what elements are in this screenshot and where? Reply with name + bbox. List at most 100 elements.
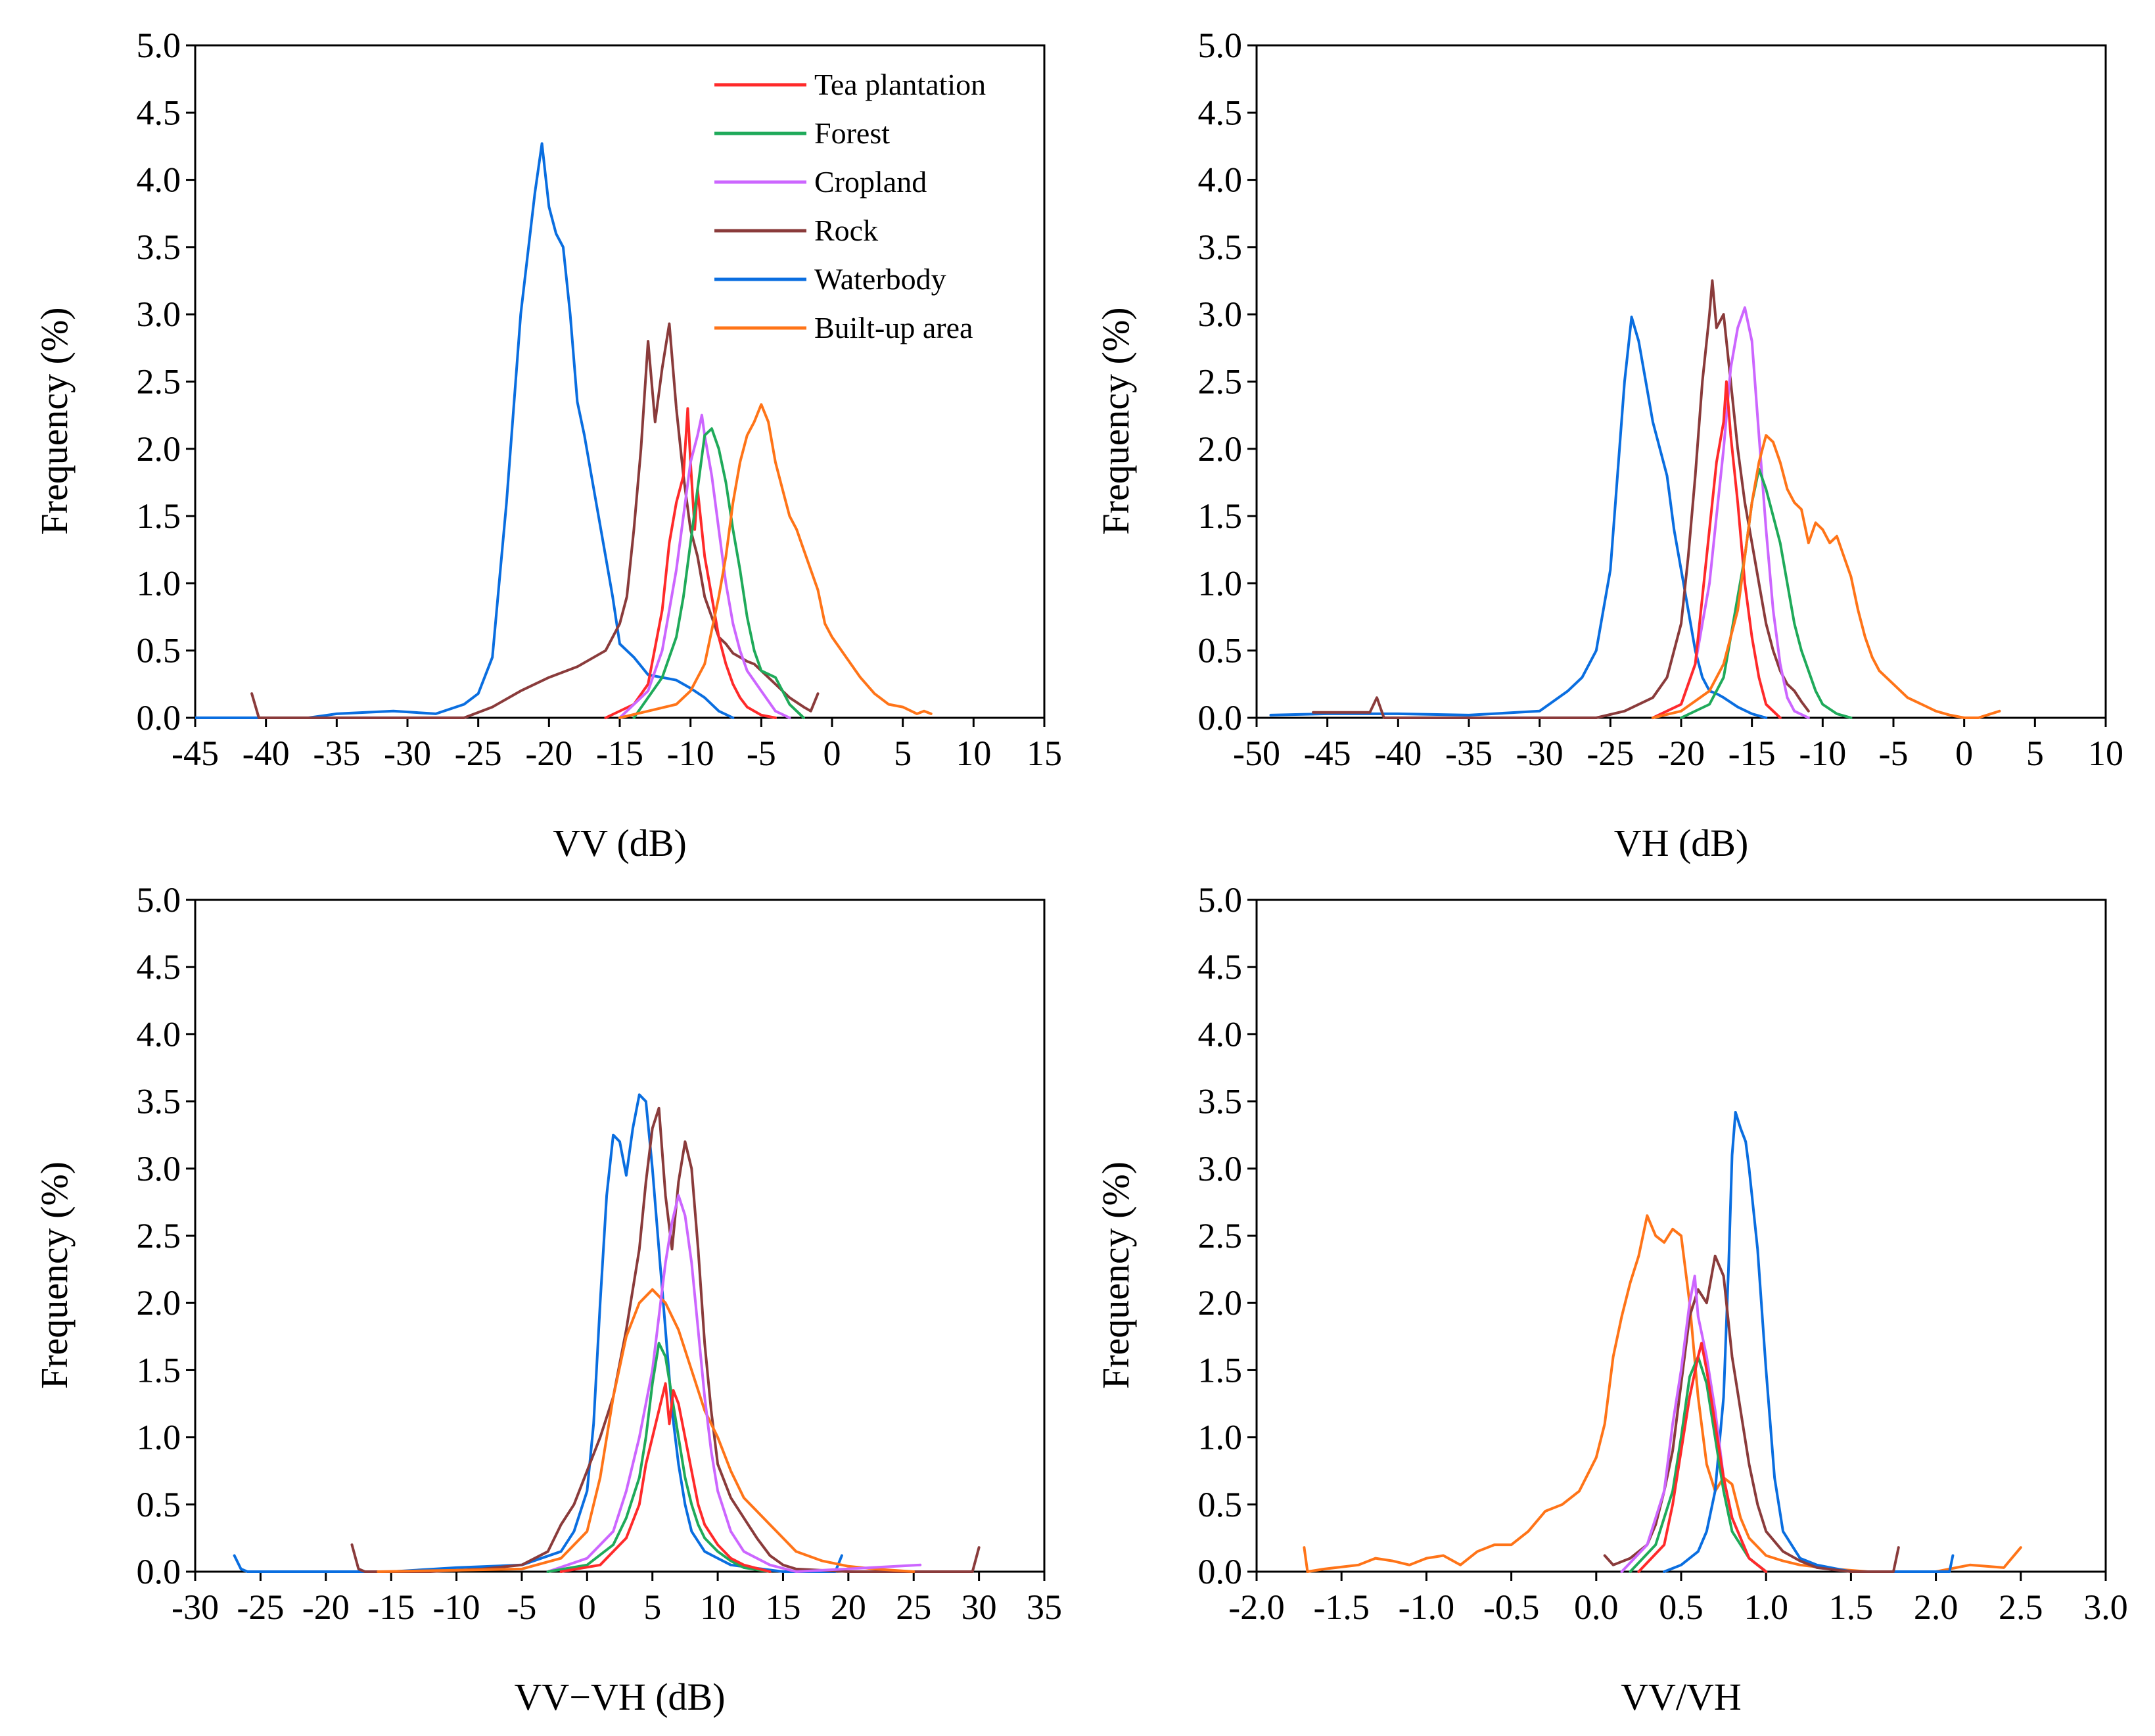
legend-label-built: Built-up area bbox=[814, 311, 973, 344]
x-tick-label: 1.0 bbox=[1744, 1587, 1788, 1627]
x-tick-label: -40 bbox=[243, 734, 290, 773]
x-tick-label: 5 bbox=[643, 1587, 661, 1627]
x-tick-label: -20 bbox=[525, 734, 572, 773]
y-tick-label: 2.0 bbox=[137, 1283, 181, 1323]
y-tick-label: 4.0 bbox=[137, 1014, 181, 1054]
y-tick-label: 5.0 bbox=[1198, 26, 1243, 65]
x-tick-label: -35 bbox=[1445, 734, 1493, 773]
series-line-water bbox=[233, 1093, 843, 1573]
x-tick-label: 5 bbox=[894, 734, 912, 773]
x-tick-label: -1.0 bbox=[1399, 1587, 1454, 1627]
series-line-built bbox=[1303, 1214, 2022, 1573]
y-tick-label: 3.5 bbox=[1198, 227, 1243, 267]
x-tick-label: 2.0 bbox=[1914, 1587, 1958, 1627]
series-line-built bbox=[1651, 434, 2001, 719]
legend-label-tea: Tea plantation bbox=[814, 68, 986, 101]
y-tick-label: 3.5 bbox=[137, 1082, 181, 1121]
x-tick-label: -45 bbox=[1304, 734, 1351, 773]
x-tick-label: 10 bbox=[956, 734, 991, 773]
y-axis-label: Frequency (%) bbox=[33, 1161, 76, 1389]
y-tick-label: 1.5 bbox=[137, 496, 181, 536]
x-tick-label: -10 bbox=[433, 1587, 480, 1627]
series-line-water bbox=[195, 142, 735, 719]
y-axis-label: Frequency (%) bbox=[1094, 1161, 1137, 1389]
y-axis-label: Frequency (%) bbox=[33, 307, 76, 534]
x-tick-label: 10 bbox=[700, 1587, 735, 1627]
series-line-built bbox=[377, 1288, 915, 1573]
y-tick-label: 0.5 bbox=[137, 631, 181, 670]
x-tick-label: -25 bbox=[455, 734, 502, 773]
y-tick-label: 2.0 bbox=[137, 429, 181, 469]
y-tick-label: 4.0 bbox=[1198, 160, 1243, 200]
y-tick-label: 2.5 bbox=[137, 362, 181, 402]
x-tick-label: 0 bbox=[823, 734, 841, 773]
y-tick-label: 0.0 bbox=[137, 698, 181, 738]
y-tick-label: 3.0 bbox=[1198, 294, 1243, 334]
x-tick-label: 0 bbox=[578, 1587, 596, 1627]
x-tick-label: 0.5 bbox=[1659, 1587, 1703, 1627]
y-tick-label: 3.5 bbox=[1198, 1082, 1243, 1121]
x-tick-label: 25 bbox=[896, 1587, 931, 1627]
x-tick-label: -30 bbox=[1516, 734, 1564, 773]
y-tick-label: 0.5 bbox=[137, 1485, 181, 1524]
y-tick-label: 2.5 bbox=[1198, 1216, 1243, 1255]
series-line-rock bbox=[1603, 1254, 1900, 1573]
chart-panel-vv-minus-vh: -30 -25 -20 -15 -10 -5 0 5 10 15 20 25 30 35 0.0 0.5 1.0… bbox=[33, 880, 1062, 1718]
y-axis-label: Frequency (%) bbox=[1094, 307, 1137, 534]
series-line-water bbox=[1269, 316, 1768, 719]
series-line-tea bbox=[1651, 380, 1782, 719]
y-tick-label: 1.5 bbox=[137, 1350, 181, 1390]
x-tick-label: -0.5 bbox=[1483, 1587, 1539, 1627]
series-line-water bbox=[1663, 1111, 1955, 1573]
x-tick-label: 10 bbox=[2088, 734, 2123, 773]
y-tick-label: 4.5 bbox=[1198, 947, 1243, 987]
x-tick-label: 15 bbox=[765, 1587, 800, 1627]
x-tick-label: 3.0 bbox=[2083, 1587, 2128, 1627]
y-tick-label: 0.5 bbox=[1198, 1485, 1243, 1524]
y-tick-label: 2.5 bbox=[1198, 362, 1243, 402]
series-line-tea bbox=[559, 1382, 772, 1573]
x-tick-label: -25 bbox=[237, 1587, 284, 1627]
x-axis-label: VV−VH (dB) bbox=[514, 1676, 725, 1718]
x-tick-label: 35 bbox=[1027, 1587, 1062, 1627]
y-tick-label: 1.5 bbox=[1198, 1350, 1243, 1390]
x-tick-label: -25 bbox=[1587, 734, 1634, 773]
x-tick-label: 0 bbox=[1955, 734, 1973, 773]
x-tick-label: -5 bbox=[1879, 734, 1909, 773]
x-tick-label: -15 bbox=[367, 1587, 415, 1627]
series-line-cropland bbox=[618, 413, 791, 719]
x-axis-label: VV/VH bbox=[1621, 1676, 1742, 1718]
x-axis-label: VV (dB) bbox=[553, 822, 687, 864]
y-tick-label: 4.0 bbox=[1198, 1014, 1243, 1054]
y-tick-label: 3.0 bbox=[137, 294, 181, 334]
series-line-forest bbox=[632, 427, 805, 719]
x-tick-label: -20 bbox=[302, 1587, 350, 1627]
y-tick-label: 4.0 bbox=[137, 160, 181, 200]
x-tick-label: -20 bbox=[1657, 734, 1705, 773]
legend-label-rock: Rock bbox=[814, 214, 878, 247]
y-tick-label: 4.5 bbox=[1198, 93, 1243, 132]
x-tick-label: -35 bbox=[313, 734, 360, 773]
y-tick-label: 5.0 bbox=[137, 880, 181, 920]
series-line-tea bbox=[1637, 1342, 1768, 1573]
x-tick-label: -10 bbox=[1799, 734, 1846, 773]
legend-label-water: Waterbody bbox=[814, 262, 946, 296]
y-tick-label: 1.0 bbox=[137, 563, 181, 603]
x-tick-label: -40 bbox=[1374, 734, 1422, 773]
x-tick-label: -5 bbox=[747, 734, 776, 773]
plot-frame bbox=[194, 899, 1046, 1573]
x-tick-label: -5 bbox=[507, 1587, 536, 1627]
y-tick-label: 2.0 bbox=[1198, 1283, 1243, 1323]
series-line-rock bbox=[350, 1106, 981, 1573]
x-tick-label: 15 bbox=[1027, 734, 1062, 773]
plot-frame bbox=[194, 44, 1046, 719]
series-line-cropland bbox=[1651, 306, 1810, 719]
x-tick-label: -45 bbox=[172, 734, 219, 773]
x-tick-label: -1.5 bbox=[1313, 1587, 1369, 1627]
x-tick-label: -15 bbox=[596, 734, 643, 773]
series-group bbox=[195, 142, 933, 719]
y-tick-label: 4.5 bbox=[137, 93, 181, 132]
x-tick-label: -2.0 bbox=[1228, 1587, 1284, 1627]
chart-panel-vh: -50 -45 -40 -35 -30 -25 -20 -15 -10 -5 0 5 100.00.51… bbox=[1094, 26, 2123, 864]
y-tick-label: 1.0 bbox=[1198, 563, 1243, 603]
